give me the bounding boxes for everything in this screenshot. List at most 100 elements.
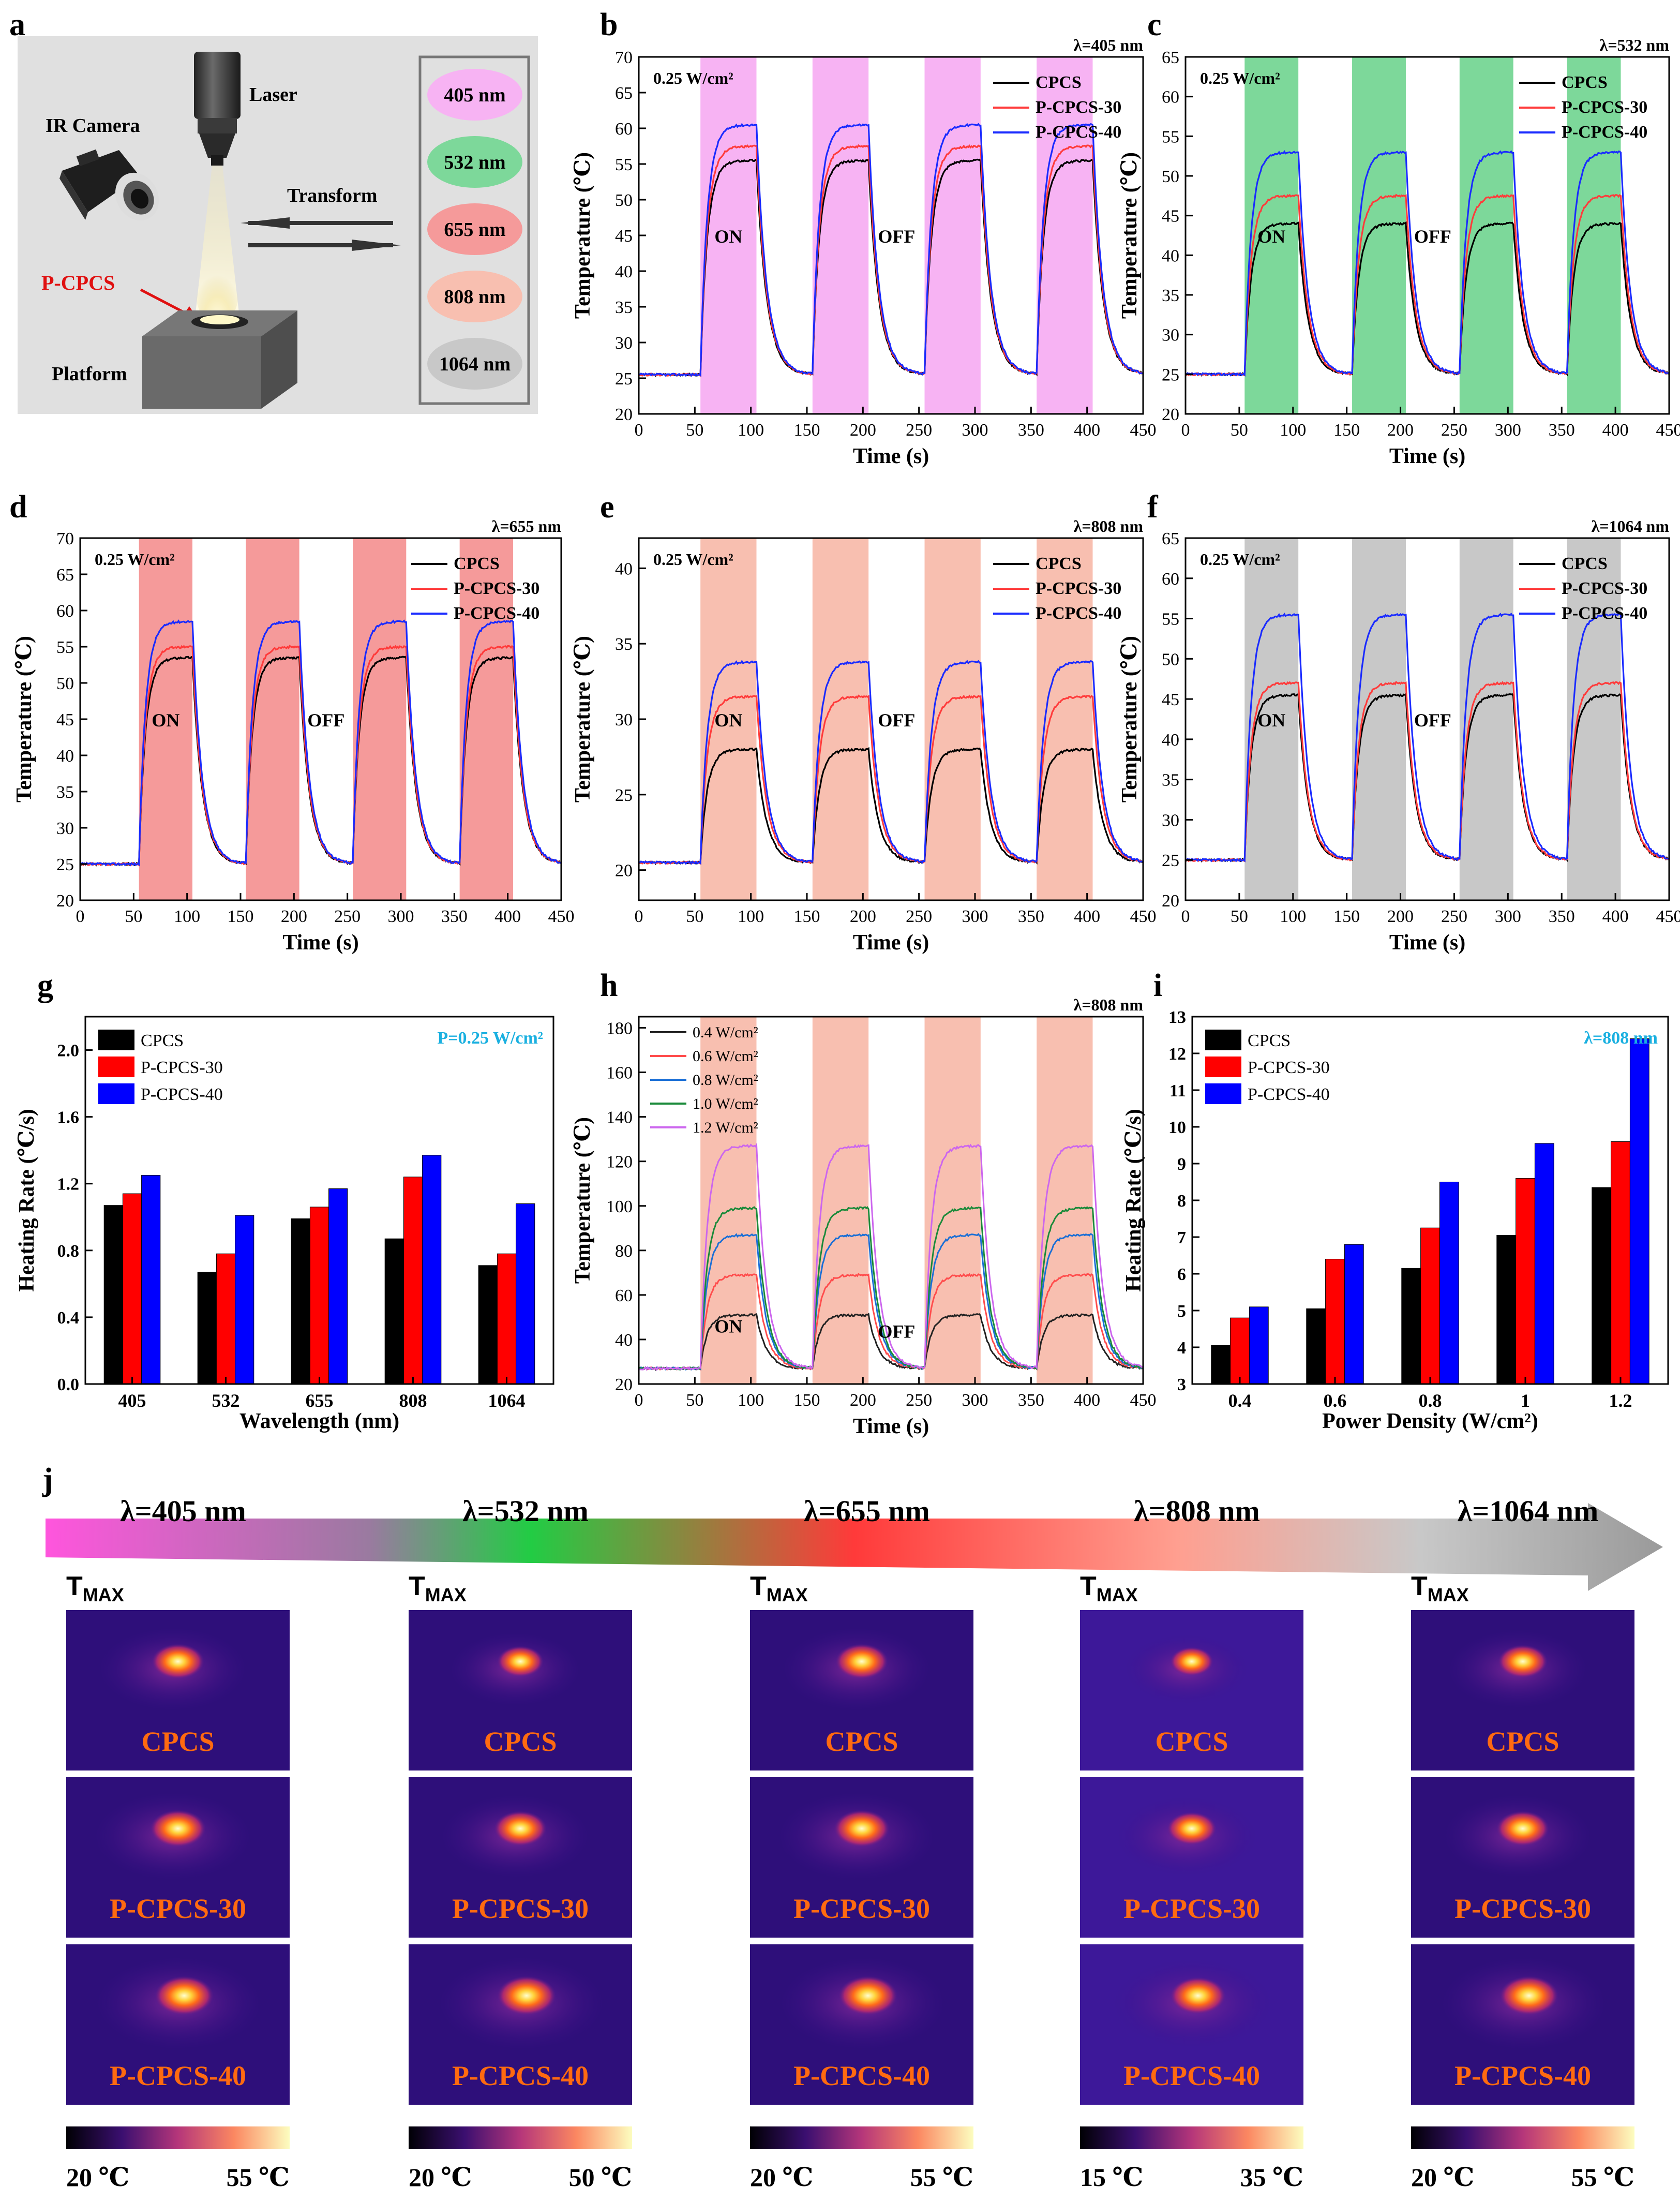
wavelength-annotation: λ=808 nm [1074, 517, 1144, 535]
thermal-sample-label: P-CPCS-40 [793, 2060, 930, 2091]
x-tick-label: 0.6 [1324, 1390, 1347, 1411]
y-tick-label: 20 [1162, 891, 1179, 911]
colorbar-min-label: 20 ℃ [409, 2163, 472, 2192]
bar [197, 1272, 217, 1385]
thermal-hotspot [835, 1644, 888, 1679]
x-tick-label: 250 [906, 421, 932, 440]
legend-label: CPCS [1036, 554, 1082, 573]
wavelength-annotation: λ=1064 nm [1592, 517, 1670, 535]
thermal-wavelength-label: λ=1064 nm [1458, 1494, 1599, 1528]
x-tick-label: 400 [1602, 907, 1629, 926]
y-axis-label: Temperature (℃) [571, 152, 595, 319]
bar [422, 1155, 442, 1385]
y-tick-label: 2.0 [57, 1042, 80, 1061]
x-tick-label: 1 [1521, 1390, 1530, 1411]
legend-label: P-CPCS-30 [1562, 98, 1647, 117]
colorbar-max-label: 55 ℃ [910, 2163, 973, 2192]
x-axis-label: Time (s) [853, 444, 929, 468]
x-tick-label: 450 [1656, 907, 1680, 926]
x-tick-label: 150 [228, 907, 254, 926]
thermal-sample-label: P-CPCS-40 [1454, 2060, 1591, 2091]
platform-icon [142, 310, 297, 409]
x-tick-label: 250 [334, 907, 361, 926]
y-axis-label: Temperature (℃) [571, 636, 595, 802]
x-tick-label: 200 [1387, 421, 1414, 440]
y-tick-label: 60 [615, 120, 633, 139]
y-tick-label: 65 [56, 566, 74, 585]
bar [1401, 1268, 1421, 1385]
panel-letter-f: f [1147, 489, 1159, 525]
thermal-wavelength-label: λ=405 nm [120, 1494, 246, 1528]
laser-on-band [1459, 538, 1513, 900]
bar [1420, 1227, 1440, 1385]
y-tick-label: 100 [606, 1197, 633, 1216]
y-tick-label: 30 [615, 710, 633, 730]
tmax-label: TMAX [750, 1571, 808, 1605]
x-tick-label: 0 [1181, 421, 1190, 440]
series-line [1185, 221, 1670, 377]
y-tick-label: 25 [615, 369, 633, 389]
y-tick-label: 25 [1162, 851, 1179, 870]
thermal-colorbar [1080, 2126, 1303, 2149]
legend-label: CPCS [454, 554, 500, 573]
bar [235, 1215, 254, 1385]
y-tick-label: 180 [606, 1019, 633, 1038]
x-tick-label: 250 [1441, 421, 1467, 440]
y-tick-label: 35 [615, 635, 633, 654]
x-tick-label: 350 [1018, 421, 1044, 440]
series-line [638, 1273, 1144, 1371]
tmax-label: TMAX [1080, 1571, 1138, 1605]
bar [1306, 1308, 1326, 1385]
y-axis-label: Temperature (℃) [571, 1117, 595, 1284]
x-axis-label: Wavelength (nm) [239, 1409, 399, 1433]
series-line [638, 694, 1144, 865]
y-tick-label: 40 [615, 262, 633, 281]
y-tick-label: 40 [1162, 731, 1179, 750]
series-line [638, 123, 1144, 377]
legend-label: 0.6 W/cm² [693, 1048, 758, 1065]
bar [497, 1253, 517, 1385]
x-tick-label: 150 [1333, 421, 1360, 440]
colorbar-max-label: 55 ℃ [1571, 2163, 1634, 2192]
off-label: OFF [878, 710, 915, 731]
power-annotation: 0.25 W/cm² [653, 69, 733, 87]
on-label: ON [714, 226, 742, 247]
x-tick-label: 400 [1074, 421, 1100, 440]
thermal-hotspot [150, 1810, 206, 1848]
y-tick-label: 55 [56, 638, 74, 657]
thermal-hotspot [155, 1976, 214, 2016]
thermal-sample-label: P-CPCS-30 [452, 1893, 589, 1924]
y-tick-label: 25 [56, 855, 74, 874]
laser-on-band [812, 538, 869, 900]
x-tick-label: 150 [794, 1391, 820, 1410]
y-tick-label: 45 [615, 227, 633, 246]
legend-label: 0.8 W/cm² [693, 1072, 758, 1089]
legend-label: CPCS [1036, 73, 1082, 92]
thermal-hotspot [152, 1644, 204, 1679]
x-tick-label: 100 [738, 421, 764, 440]
chart-g-wavelength-bar: 405 532 655 808 1064 0.0 0.4 0.8 1.2 1.6 2.0 Wavele… [15, 1016, 554, 1433]
series-line [639, 1142, 1144, 1371]
x-tick-label: 450 [1130, 907, 1157, 926]
legend-label: 1.0 W/cm² [693, 1095, 758, 1112]
series-line [638, 1313, 1144, 1371]
ir-camera-label: IR Camera [46, 115, 140, 137]
y-tick-label: 30 [615, 334, 633, 353]
wavelength-list: 405 nm 532 nm 655 nm 808 nm 1064 nm [427, 69, 522, 390]
tmax-label-subscript: MAX [425, 1584, 467, 1605]
bar [103, 1205, 123, 1385]
x-tick-label: 50 [125, 907, 142, 926]
power-annotation: 0.25 W/cm² [653, 550, 733, 569]
laser-on-band [1244, 538, 1299, 900]
x-tick-label: 655 [306, 1390, 334, 1411]
x-axis-label: Power Density (W/cm²) [1322, 1409, 1538, 1433]
off-label: OFF [307, 710, 344, 731]
thermal-wavelength-label: λ=532 nm [462, 1494, 589, 1528]
y-tick-label: 30 [1162, 811, 1179, 830]
y-tick-label: 35 [56, 783, 74, 802]
tmax-label-t: T [750, 1571, 767, 1601]
laser-on-band [700, 538, 757, 900]
bar [1592, 1187, 1612, 1385]
off-label: OFF [878, 1321, 915, 1342]
